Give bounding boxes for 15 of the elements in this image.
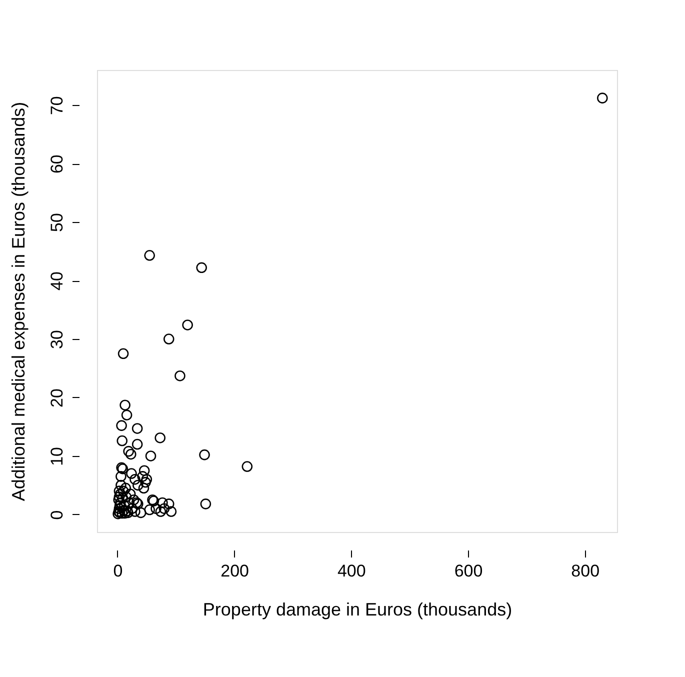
x-tick-label: 0 <box>113 562 123 580</box>
y-tick-label: 40 <box>48 272 66 290</box>
x-tick-label: 400 <box>337 562 366 580</box>
y-tick-label: 50 <box>48 213 66 232</box>
x-tick-label: 800 <box>571 562 600 580</box>
x-tick-label: 200 <box>220 562 249 580</box>
y-axis-title: Additional medical expenses in Euros (thousands) <box>8 102 28 502</box>
y-tick-label: 70 <box>48 96 66 116</box>
x-axis-title: Property damage in Euros (thousands) <box>202 600 512 620</box>
y-tick-label: 10 <box>48 447 66 466</box>
y-tick-label: 20 <box>48 388 66 408</box>
y-tick-label: 30 <box>48 330 66 349</box>
y-tick-label: 0 <box>48 510 66 520</box>
x-tick-label: 600 <box>454 562 483 580</box>
y-tick-label: 60 <box>48 154 66 174</box>
